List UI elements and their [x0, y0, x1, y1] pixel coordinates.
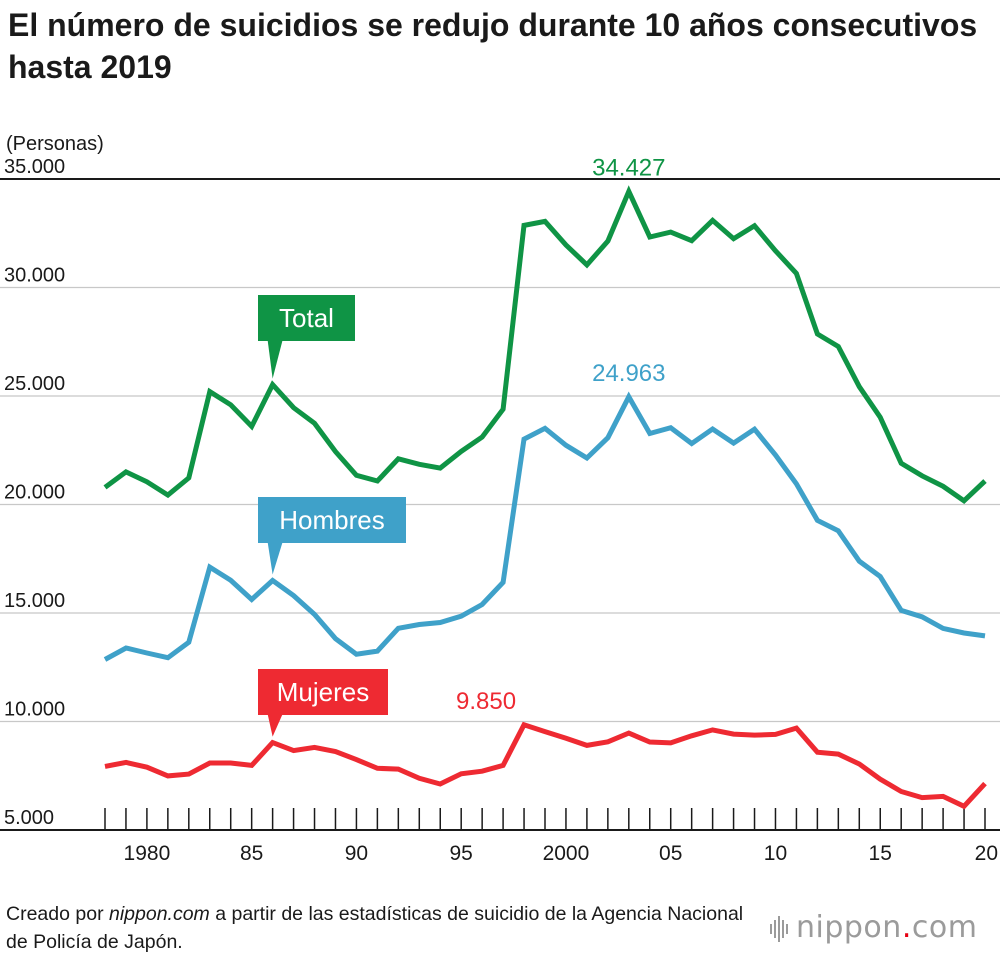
source-site: nippon.com	[108, 903, 210, 925]
y-tick-label: 20.000	[4, 482, 65, 504]
callout-mujeres: Mujeres	[258, 669, 388, 737]
x-tick-label: 20	[975, 842, 998, 865]
callout-total: Total	[258, 295, 355, 379]
peak-label-mujeres: 9.850	[456, 688, 516, 715]
y-tick-label: 15.000	[4, 590, 65, 612]
callout-label: Mujeres	[277, 677, 369, 707]
callout-box	[258, 497, 406, 543]
line-chart: 5.000 10.000 15.000 20.000 25.000 30.000 35.00…	[0, 154, 1000, 865]
x-tick-label: 95	[450, 842, 473, 865]
logo-dot: .	[901, 910, 912, 945]
source-note: Creado por nippon.com a partir de las es…	[6, 900, 766, 956]
x-tick-label: 85	[240, 842, 263, 865]
y-axis-unit-label: (Personas)	[6, 133, 104, 155]
logo-bars-icon	[770, 915, 788, 942]
callout-label: Total	[279, 303, 334, 333]
x-tick-label: 2000	[543, 842, 590, 865]
callout-pointer	[267, 340, 283, 379]
logo-name: nippon	[796, 910, 902, 945]
nippon-logo: nippon.com	[770, 910, 977, 945]
series-line-hombres	[103, 391, 986, 662]
series-lines	[103, 185, 987, 810]
y-tick-label: 10.000	[4, 699, 65, 721]
gridlines	[0, 178, 1000, 831]
x-tick-label: 05	[659, 842, 682, 865]
y-tick-label: 30.000	[4, 265, 65, 287]
source-prefix: Creado por	[6, 903, 109, 925]
callout-hombres: Hombres	[258, 497, 406, 575]
series-callouts: Total Hombres Mujeres	[258, 295, 406, 737]
callout-box	[258, 295, 355, 341]
x-tick-label: 1980	[124, 842, 171, 865]
x-tick-label: 90	[345, 842, 368, 865]
x-tick-label: 15	[869, 842, 892, 865]
peak-label-hombres: 24.963	[592, 360, 665, 387]
x-axis: 1980 85 90 95 2000 05 10 15 20	[104, 808, 998, 865]
callout-label: Hombres	[279, 505, 384, 535]
y-tick-label: 5.000	[4, 807, 54, 829]
y-tick-label: 25.000	[4, 373, 65, 395]
source-suffix: a partir de las estadísticas de suicidio…	[6, 903, 744, 953]
x-tick-label: 10	[764, 842, 787, 865]
series-line-mujeres	[104, 721, 987, 810]
logo-tld: com	[911, 910, 978, 945]
y-axis-ticks: 5.000 10.000 15.000 20.000 25.000 30.000 35.00…	[4, 156, 65, 829]
series-line-total	[103, 185, 987, 505]
y-tick-label: 35.000	[4, 156, 65, 178]
callout-box	[258, 669, 388, 715]
callout-pointer	[267, 542, 283, 575]
peak-labels: 34.427 24.963 9.850	[456, 154, 665, 714]
chart-title: El número de suicidios se redujo durante…	[8, 7, 978, 85]
callout-pointer	[267, 714, 283, 737]
peak-label-total: 34.427	[592, 154, 665, 181]
